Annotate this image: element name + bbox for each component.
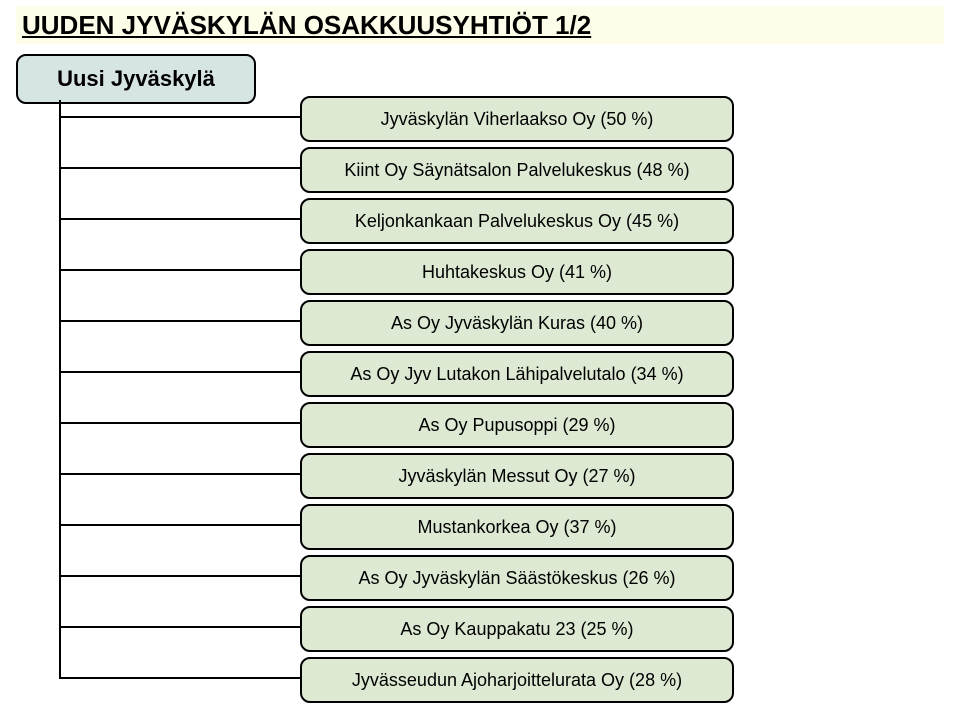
org-node-label: Mustankorkea Oy (37 %) [417,517,616,538]
org-node-label: Jyvässeudun Ajoharjoittelurata Oy (28 %) [352,670,682,691]
org-node: Huhtakeskus Oy (41 %) [300,249,734,295]
org-node-label: As Oy Jyv Lutakon Lähipalvelutalo (34 %) [350,364,683,385]
tree-branch [60,677,300,679]
org-node-label: As Oy Pupusoppi (29 %) [418,415,615,436]
org-node-label: As Oy Jyväskylän Säästökeskus (26 %) [358,568,675,589]
tree-branch [60,524,300,526]
org-node: Jyväskylän Messut Oy (27 %) [300,453,734,499]
org-node: Keljonkankaan Palvelukeskus Oy (45 %) [300,198,734,244]
root-node: Uusi Jyväskylä [16,54,256,104]
tree-branch [60,371,300,373]
org-node: Mustankorkea Oy (37 %) [300,504,734,550]
org-node: Jyväskylän Viherlaakso Oy (50 %) [300,96,734,142]
tree-branch [60,422,300,424]
tree-branch [60,575,300,577]
tree-branch [60,167,300,169]
page: UUDEN JYVÄSKYLÄN OSAKKUUSYHTIÖT 1/2 Uusi… [0,0,960,704]
org-node: Kiint Oy Säynätsalon Palvelukeskus (48 %… [300,147,734,193]
org-node-label: Keljonkankaan Palvelukeskus Oy (45 %) [355,211,679,232]
org-node: Jyvässeudun Ajoharjoittelurata Oy (28 %) [300,657,734,703]
org-node-label: As Oy Jyväskylän Kuras (40 %) [391,313,643,334]
root-node-label: Uusi Jyväskylä [57,66,215,92]
org-node-label: Huhtakeskus Oy (41 %) [422,262,612,283]
tree-branch [60,473,300,475]
org-node-label: Jyväskylän Messut Oy (27 %) [398,466,635,487]
org-node: As Oy Jyv Lutakon Lähipalvelutalo (34 %) [300,351,734,397]
tree-branch [60,218,300,220]
tree-branch [60,269,300,271]
tree-branch [60,320,300,322]
org-node-label: As Oy Kauppakatu 23 (25 %) [400,619,633,640]
org-node: As Oy Kauppakatu 23 (25 %) [300,606,734,652]
page-title: UUDEN JYVÄSKYLÄN OSAKKUUSYHTIÖT 1/2 [16,6,944,44]
org-node: As Oy Jyväskylän Säästökeskus (26 %) [300,555,734,601]
org-node: As Oy Pupusoppi (29 %) [300,402,734,448]
org-node-label: Jyväskylän Viherlaakso Oy (50 %) [381,109,654,130]
tree-branch [60,626,300,628]
tree-trunk [59,100,61,679]
org-node: As Oy Jyväskylän Kuras (40 %) [300,300,734,346]
tree-branch [60,116,300,118]
org-node-label: Kiint Oy Säynätsalon Palvelukeskus (48 %… [344,160,689,181]
